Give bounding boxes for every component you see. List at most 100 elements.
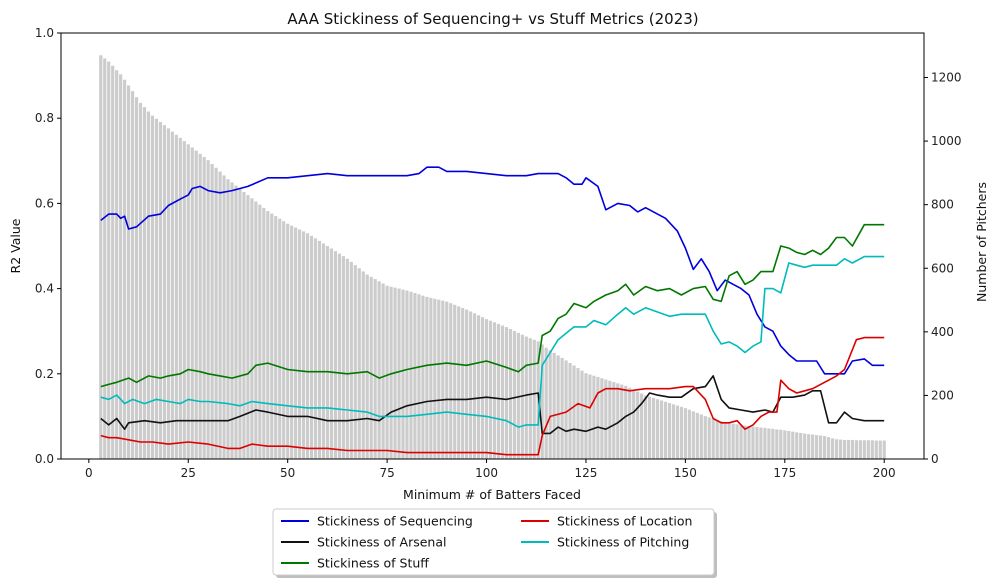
pitcher-count-bar xyxy=(604,379,608,459)
pitcher-count-bar xyxy=(779,429,783,459)
pitcher-count-bar xyxy=(309,235,314,459)
pitcher-count-bar xyxy=(484,319,489,459)
pitcher-count-bar xyxy=(317,240,322,459)
pitcher-count-bar xyxy=(218,171,222,460)
pitcher-count-bar xyxy=(230,182,234,460)
pitcher-count-bar xyxy=(830,438,835,459)
pitcher-count-bar xyxy=(353,265,357,459)
pitcher-count-bar xyxy=(850,439,854,459)
pitcher-count-bar xyxy=(795,432,799,459)
pitcher-count-bar xyxy=(107,61,111,460)
pitcher-count-bar xyxy=(250,198,254,459)
y-tick-label: 0.0 xyxy=(35,452,54,466)
pitcher-count-bar xyxy=(425,296,429,459)
pitcher-count-bar xyxy=(123,79,127,459)
pitcher-count-bar xyxy=(488,320,493,459)
pitcher-count-bar xyxy=(298,229,302,459)
x-tick-label: 150 xyxy=(674,466,697,480)
pitcher-count-bar xyxy=(119,74,123,459)
pitcher-count-bar xyxy=(397,288,401,459)
pitcher-count-bar xyxy=(811,434,815,459)
pitcher-count-bar xyxy=(588,374,592,459)
pitcher-count-bar xyxy=(154,118,159,459)
pitcher-count-bar xyxy=(576,368,580,459)
x-axis-label: Minimum # of Batters Faced xyxy=(403,487,581,502)
pitcher-count-bar xyxy=(866,440,870,459)
pitcher-count-bar xyxy=(357,268,361,459)
pitcher-count-bar xyxy=(711,418,715,459)
pitcher-count-bar xyxy=(254,201,258,460)
pitcher-count-bar xyxy=(560,357,564,459)
pitcher-count-bar xyxy=(747,425,751,459)
pitcher-count-bar xyxy=(162,125,166,459)
pitcher-count-bar xyxy=(206,160,210,459)
pitcher-count-bar xyxy=(194,150,198,459)
pitcher-count-bar xyxy=(270,213,274,459)
pitcher-count-bar xyxy=(532,339,536,459)
pitcher-count-bar xyxy=(636,391,640,459)
pitcher-count-bar xyxy=(361,271,365,459)
pitcher-count-bar xyxy=(763,427,767,459)
x-tick-label: 50 xyxy=(280,466,295,480)
pitcher-count-bar xyxy=(449,303,453,459)
pitcher-count-bar xyxy=(739,424,743,459)
pitcher-count-bar xyxy=(715,419,719,459)
legend-label: Stickiness of Arsenal xyxy=(317,535,446,550)
y2-tick-label: 800 xyxy=(931,198,954,212)
pitcher-count-bar xyxy=(103,58,107,460)
series-line-stickiness-of-stuff xyxy=(100,223,885,388)
pitcher-count-bar xyxy=(516,332,520,459)
pitcher-count-bar xyxy=(870,440,874,459)
pitcher-count-bar xyxy=(130,91,135,460)
pitcher-count-bar xyxy=(146,111,151,460)
pitcher-count-bar xyxy=(687,409,691,459)
pitcher-count-bar xyxy=(242,191,246,459)
pitcher-count-bar xyxy=(409,291,413,459)
pitcher-count-bar xyxy=(337,253,341,459)
pitcher-count-bar xyxy=(385,285,389,459)
series-lines xyxy=(100,166,885,456)
pitcher-count-bar xyxy=(150,115,155,459)
pitcher-count-bar xyxy=(262,207,266,459)
pitcher-count-bar xyxy=(282,221,286,459)
pitcher-count-bar xyxy=(115,70,119,459)
y-tick-label: 1.0 xyxy=(35,26,54,40)
pitcher-count-bar xyxy=(544,347,548,459)
legend: Stickiness of Sequencing Stickiness of Ar… xyxy=(272,508,717,578)
legend-label: Stickiness of Pitching xyxy=(557,535,689,550)
pitcher-count-bar xyxy=(492,322,497,459)
pitcher-count-bar xyxy=(329,248,334,459)
pitcher-count-bar xyxy=(373,279,377,459)
pitcher-count-bar xyxy=(210,163,214,460)
chart-title: AAA Stickiness of Sequencing+ vs Stuff M… xyxy=(287,10,698,28)
pitcher-count-bar xyxy=(302,231,306,459)
pitcher-count-bar xyxy=(246,195,250,459)
pitcher-count-bar xyxy=(504,327,509,459)
pitcher-count-bar xyxy=(134,97,139,459)
pitcher-count-bar xyxy=(413,293,417,459)
pitcher-count-bar xyxy=(381,283,385,459)
x-tick-label: 0 xyxy=(85,466,93,480)
pitcher-count-bar xyxy=(671,404,676,459)
pitcher-count-bar xyxy=(767,428,771,459)
pitcher-count-bar xyxy=(799,432,803,459)
y2-tick-label: 600 xyxy=(931,261,954,275)
pitcher-count-bar xyxy=(178,137,182,459)
pitcher-count-bar xyxy=(222,175,226,460)
pitcher-count-bar xyxy=(707,417,711,459)
pitcher-count-bar xyxy=(846,439,851,459)
pitcher-count-bar xyxy=(441,300,445,459)
pitcher-count-bar xyxy=(854,440,858,459)
pitcher-count-bar xyxy=(170,131,174,460)
pitcher-count-bar xyxy=(313,238,318,459)
pitcher-count-bar xyxy=(345,258,349,459)
pitcher-count-bar xyxy=(480,317,485,459)
pitcher-count-bar xyxy=(683,408,687,459)
pitcher-count-bar xyxy=(286,223,290,459)
pitcher-count-bar xyxy=(437,299,441,459)
pitcher-count-bar xyxy=(226,179,230,460)
pitcher-count-bar xyxy=(429,297,433,459)
pitcher-count-bar xyxy=(508,328,512,459)
pitcher-count-bar xyxy=(127,85,131,460)
